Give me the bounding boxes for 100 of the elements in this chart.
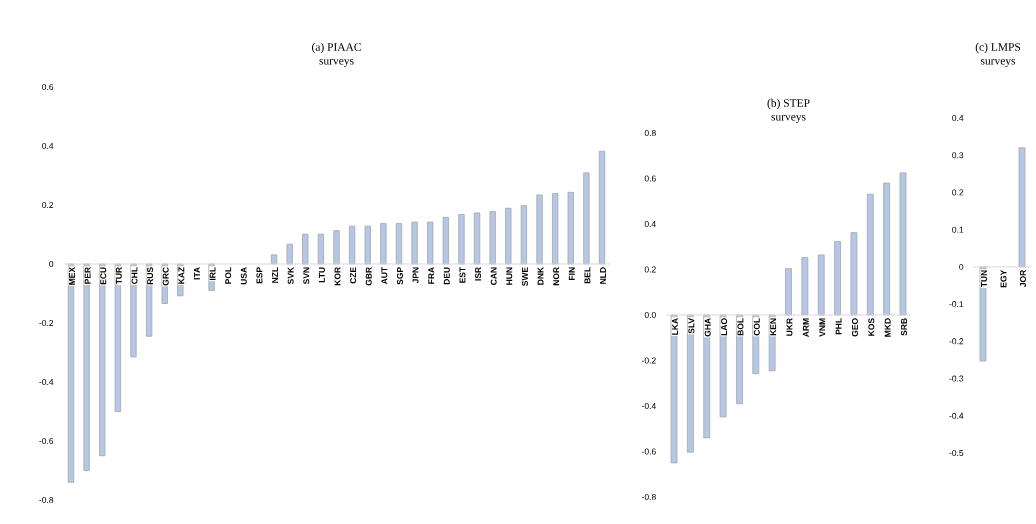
bar <box>817 254 825 316</box>
bar <box>834 241 841 316</box>
bar <box>427 221 434 265</box>
bar <box>583 172 590 265</box>
y-tick-label: 0.4 <box>952 115 964 121</box>
y-tick-label: 0.6 <box>644 175 656 182</box>
y-tick-label: 0.6 <box>42 84 54 90</box>
x-tick-label: JOR <box>1020 269 1027 288</box>
bar <box>286 243 293 265</box>
y-tick-label: -0.2 <box>641 357 656 364</box>
bar <box>801 257 809 316</box>
x-tick-label: USA <box>240 267 247 285</box>
y-tick-label: -0.5 <box>949 450 964 456</box>
bar <box>411 221 418 265</box>
x-tick-label: SGP <box>396 267 403 285</box>
y-tick-label: -0.2 <box>949 338 964 345</box>
x-tick-label: POL <box>225 267 232 284</box>
x-tick-label: FIN <box>568 267 575 280</box>
y-tick-label: 0.1 <box>952 226 964 233</box>
y-tick-label: -0.6 <box>39 438 54 444</box>
x-tick-label: SLV <box>688 317 695 334</box>
y-tick-label: -0.2 <box>39 320 54 326</box>
x-tick-label: BEL <box>584 267 591 284</box>
x-tick-label: SRB <box>901 318 908 336</box>
y-tick-label: -0.1 <box>949 301 964 308</box>
bar <box>505 207 512 265</box>
chart-subtitle: surveys <box>771 115 806 123</box>
bar <box>552 193 559 265</box>
x-tick-label: HUN <box>506 267 513 285</box>
x-tick-label: CHL <box>131 267 138 284</box>
bar <box>99 263 106 457</box>
bar <box>785 268 792 316</box>
bar <box>395 223 403 265</box>
x-tick-label: LAO <box>721 318 728 336</box>
x-tick-label: CZE <box>350 267 357 284</box>
x-tick-label: SVK <box>287 267 294 285</box>
x-tick-label: CAN <box>490 267 497 285</box>
x-tick-label: NOR <box>553 267 560 286</box>
chart-subtitle: surveys <box>319 59 354 67</box>
x-tick-label: NZL <box>272 267 278 283</box>
bar <box>489 211 496 265</box>
x-tick-label: FRA <box>428 267 435 284</box>
x-tick-label: AUT <box>381 267 388 285</box>
bar <box>333 230 340 265</box>
bar <box>348 225 356 265</box>
bar <box>442 216 449 265</box>
x-tick-label: TUN <box>981 270 987 288</box>
x-tick-label: PER <box>84 267 91 284</box>
chart-title: (a) PIAAC <box>312 42 361 54</box>
y-tick-label: -0.3 <box>949 375 964 382</box>
x-tick-label: IRL <box>209 267 216 280</box>
y-tick-label: 0.8 <box>644 130 656 136</box>
x-tick-label: ECU <box>100 267 107 285</box>
chart-title: (c) LMPS <box>975 42 1021 54</box>
bar <box>317 233 325 265</box>
x-tick-label: BOL <box>737 318 744 336</box>
x-tick-label: DNK <box>537 267 544 285</box>
bar <box>130 263 137 358</box>
bar <box>302 233 309 265</box>
y-tick-label: -0.6 <box>641 448 656 455</box>
y-tick-label: 0 <box>959 263 964 270</box>
x-tick-label: MEX <box>69 266 75 285</box>
bar <box>598 150 606 265</box>
x-tick-label: GHA <box>704 318 711 337</box>
bar <box>899 172 907 316</box>
x-tick-label: NLD <box>600 267 606 284</box>
bar <box>83 263 90 471</box>
y-tick-label: -0.4 <box>949 412 964 419</box>
x-tick-label: KAZ <box>178 267 185 284</box>
x-tick-label: ESP <box>256 267 263 284</box>
bar <box>380 223 387 265</box>
x-tick-label: JPN <box>412 267 419 284</box>
x-tick-label: TUR <box>115 267 122 285</box>
bar <box>686 314 694 453</box>
x-tick-label: EST <box>459 267 466 283</box>
y-tick-label: 0.2 <box>952 189 964 196</box>
y-tick-label: 0 <box>49 261 54 267</box>
x-tick-label: SWE <box>521 267 528 286</box>
y-tick-label: -0.4 <box>641 403 656 409</box>
y-tick-label: 0.2 <box>42 202 54 208</box>
bar <box>719 314 727 418</box>
x-tick-label: GRC <box>162 267 169 286</box>
bar <box>866 193 874 316</box>
x-tick-label: SVN <box>303 267 310 285</box>
y-tick-label: -0.8 <box>39 497 54 503</box>
bar <box>364 225 371 265</box>
x-tick-label: COL <box>753 318 760 336</box>
y-tick-label: -0.4 <box>39 379 54 385</box>
x-tick-label: RUS <box>147 267 154 285</box>
bar <box>850 232 858 316</box>
y-tick-label: -0.8 <box>641 494 656 500</box>
chart-subtitle: surveys <box>980 59 1016 67</box>
bar <box>567 191 574 265</box>
x-tick-label: ITA <box>194 267 200 280</box>
x-tick-label: LTU <box>318 267 325 283</box>
y-tick-label: 0.4 <box>42 143 54 149</box>
x-tick-label: DEU <box>443 267 450 285</box>
x-tick-label: KOS <box>868 318 875 336</box>
chart-title: (b) STEP <box>767 98 810 110</box>
x-tick-label: PHL <box>835 318 842 335</box>
